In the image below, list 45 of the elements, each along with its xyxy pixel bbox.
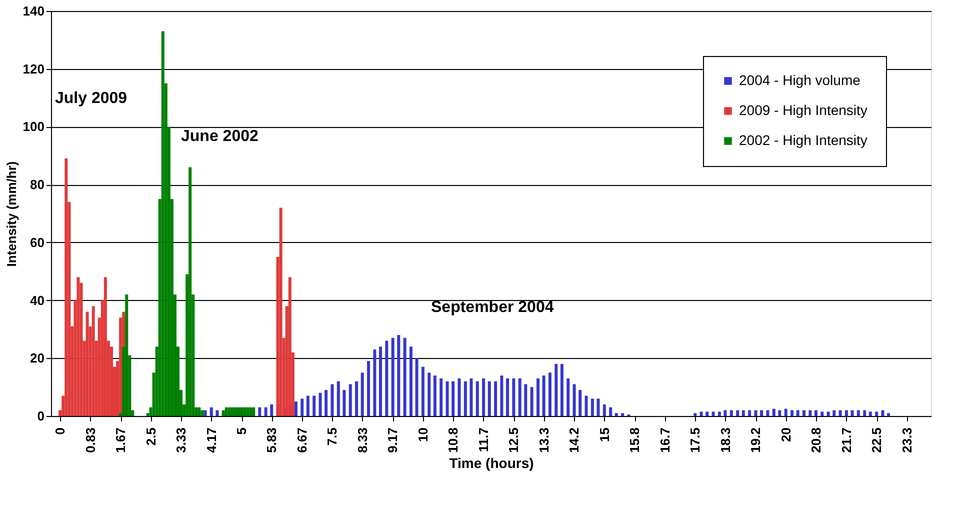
legend-label: 2009 - High Intensity xyxy=(739,102,868,118)
x-tick-label: 2.5 xyxy=(143,428,158,446)
x-tick-label: 5.83 xyxy=(264,428,280,453)
x-tick-label: 10.8 xyxy=(446,428,461,453)
x-tick-label: 18.3 xyxy=(718,428,733,453)
y-tick-label: 40 xyxy=(30,292,44,308)
x-tick-label: 1.67 xyxy=(113,428,128,453)
x-tick-label: 12.5 xyxy=(506,428,522,453)
x-tick-label: 23.3 xyxy=(899,428,914,453)
y-tick-label: 100 xyxy=(22,119,44,134)
x-tick-label: 17.5 xyxy=(688,428,703,453)
x-tick-label: 7.5 xyxy=(324,428,340,446)
y-tick-label: 80 xyxy=(30,177,44,192)
x-tick-label: 20.8 xyxy=(808,428,824,453)
x-tick-label: 11.7 xyxy=(476,428,491,452)
legend-label: 2002 - High Intensity xyxy=(739,132,868,148)
x-tick-label: 15.8 xyxy=(627,428,642,453)
annotation: July 2009 xyxy=(55,90,128,107)
y-tick-label: 60 xyxy=(30,234,44,250)
x-tick-label: 0.83 xyxy=(82,428,98,453)
x-axis-title: Time (hours) xyxy=(449,454,534,471)
x-tick-label: 16.7 xyxy=(657,428,672,453)
x-tick-label: 9.17 xyxy=(385,428,400,453)
y-tick-label: 140 xyxy=(22,4,44,18)
x-tick-label: 6.67 xyxy=(294,428,310,453)
x-tick-label: 14.2 xyxy=(566,428,582,453)
annotation: June 2002 xyxy=(181,128,258,145)
annotation: September 2004 xyxy=(431,299,554,316)
y-axis-title: Intensity (mm/hr) xyxy=(4,161,19,267)
x-tick-label: 0 xyxy=(52,428,68,435)
x-tick-label: 15 xyxy=(596,428,612,442)
legend-label: 2004 - High volume xyxy=(739,72,861,88)
x-tick-label: 8.33 xyxy=(354,428,370,453)
x-tick-label: 4.17 xyxy=(204,428,219,453)
x-tick-label: 5 xyxy=(234,428,250,435)
x-tick-label: 3.33 xyxy=(174,428,189,453)
y-tick-label: 0 xyxy=(37,408,44,424)
x-tick-label: 13.3 xyxy=(536,428,552,453)
x-tick-label: 21.7 xyxy=(838,428,854,453)
y-tick-label: 120 xyxy=(22,61,44,76)
x-tick-label: 20 xyxy=(778,428,794,442)
x-tick-label: 10 xyxy=(415,428,430,442)
y-tick-label: 20 xyxy=(30,350,44,366)
x-tick-label: 22.5 xyxy=(869,428,884,453)
x-tick-label: 19.2 xyxy=(748,428,764,453)
